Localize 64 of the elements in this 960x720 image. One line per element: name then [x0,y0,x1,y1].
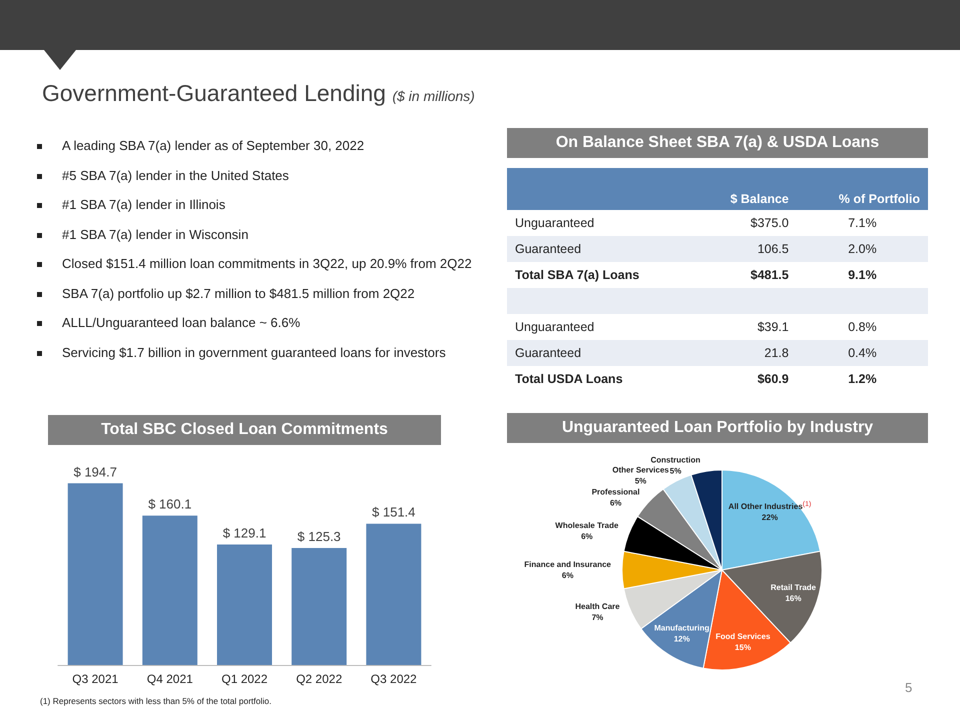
data-label: 7% [592,613,604,622]
category-label: Total USDA Loans [515,372,623,386]
data-label: 16% [785,594,802,604]
text: ALLL/Unguaranteed loan balance ~ 6.6% [62,315,300,330]
x-tick-label: Q2 2022 [296,672,342,686]
x-tick-label: Q1 2022 [221,672,268,686]
text: $60.9 [757,372,789,386]
data-label: $ 129.1 [222,526,266,541]
data-label: 6% [610,498,622,508]
data-label: $ 151.4 [372,504,416,520]
data-label: $ 194.7 [74,464,117,480]
text: 7.1% [848,216,877,230]
text: On Balance Sheet SBA 7(a) & USDA Loans [507,128,928,158]
slice-label: Retail Trade [770,583,817,592]
slice-label: Manufacturing [654,623,710,632]
data-label: 6% [562,571,574,580]
data-label: 6% [581,532,593,541]
text: Closed $151.4 million loan commitments in 3Q22, up 20.9% from 2Q22 [62,256,472,271]
slice-label: Food Services [716,632,771,642]
text: A leading SBA 7(a) lender as of September 30, 2022 [62,138,366,153]
text: 0.8% [848,320,877,334]
slice-label: Other Services [612,466,670,475]
text: $39.1 [757,320,789,334]
category-label: Unguaranteed [515,216,594,230]
chart-title: Total SBC Closed Loan Commitments [48,415,441,445]
text: 5 [905,680,912,695]
data-label: 12% [674,634,690,644]
category-label: Total SBA 7(a) Loans [515,268,640,282]
text: (1) Represents sectors with less than 5% of the total portfolio. [40,696,272,706]
bar [366,524,422,665]
bar [292,548,347,665]
category-label: $ Balance [729,191,790,208]
text: Government-Guaranteed Lending [42,80,386,106]
text: #1 SBA 7(a) lender in Illinois [62,197,226,212]
bar [68,483,123,665]
text: #5 SBA 7(a) lender in the United States [62,168,290,182]
bar [217,544,272,665]
category-label: Unguaranteed [515,320,594,334]
text: ($ in millions) [392,88,475,104]
text: #1 SBA 7(a) lender in Wisconsin [62,226,248,242]
data-label: 5% [634,476,646,486]
text: 1.2% [848,372,877,386]
text: Servicing $1.7 billion in government guaranteed loans for investors [62,344,446,360]
slice-label: Construction [650,455,701,464]
data-label: $ 125.3 [297,529,341,544]
data-label: $ 160.1 [148,496,192,512]
slice-label: Finance and Insurance [524,560,612,569]
slice-label: Professional [592,487,640,496]
shaded-table-row: Guaranteed 21.8 0.4% [507,340,928,366]
text: 9.1% [848,268,877,282]
data-label: 5% [670,466,682,476]
bar [142,516,198,665]
category-label: % of Portfolio [838,191,921,208]
text: $481.5 [750,268,789,282]
x-tick-label: Q3 2021 [72,672,119,686]
data-label: 15% [734,643,751,652]
slice-label: Health Care [575,602,620,612]
slice-label: Wholesale Trade [555,520,619,530]
data-label: 22% [762,513,778,522]
text: $375.0 [750,216,789,230]
text: SBA 7(a) portfolio up $2.7 million to $481.5 million from 2Q22 [62,286,416,300]
x-tick-label: Q4 2021 [146,672,194,686]
chart-title: Unguaranteed Loan Portfolio by Industry [507,413,928,443]
x-tick-label: Q3 2022 [370,672,418,686]
